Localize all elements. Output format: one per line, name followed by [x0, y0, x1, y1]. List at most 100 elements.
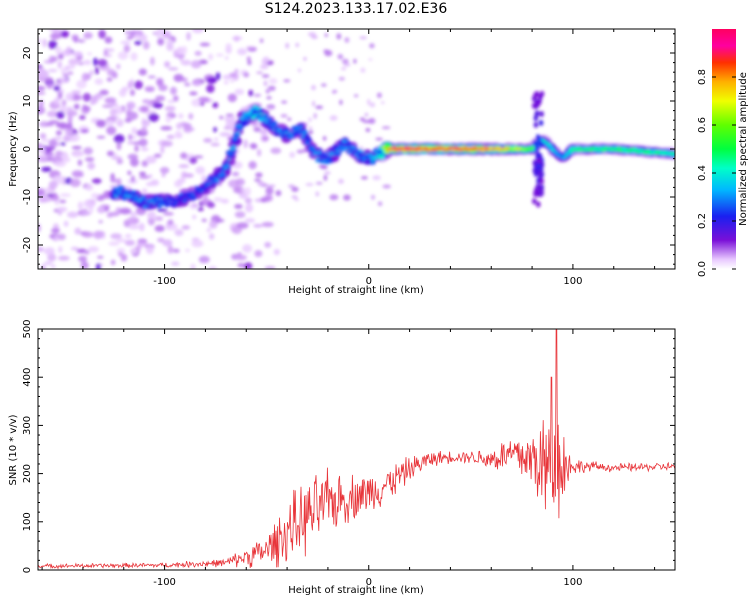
- noise-blob: [234, 211, 246, 219]
- colorbar-tick-label: 0.4: [697, 165, 708, 181]
- noise-blob: [105, 120, 114, 127]
- noise-blob: [263, 80, 268, 87]
- noise-blob: [110, 233, 122, 240]
- colorbar-tick-label: 0.8: [697, 69, 708, 85]
- noise-blob: [129, 212, 138, 216]
- noise-blob: [48, 180, 58, 189]
- ridge-blob: [291, 126, 296, 130]
- noise-blob: [147, 174, 153, 179]
- noise-blob: [177, 178, 186, 184]
- ridge-blob: [621, 149, 624, 152]
- snr-panel: -100 0 100 0 100 200 300 400 500: [22, 319, 676, 588]
- ridge-blob: [157, 205, 162, 209]
- chart-title: S124.2023.133.17.02.E36: [264, 1, 448, 17]
- noise-blob: [123, 44, 131, 53]
- x-tick-label: -100: [153, 276, 176, 287]
- noise-blob: [173, 95, 179, 102]
- snr-frame: [37, 328, 676, 571]
- ridge-blob: [338, 144, 341, 147]
- ridge-blob: [400, 147, 404, 150]
- ridge-blob: [312, 147, 316, 150]
- noise-blob: [364, 112, 369, 117]
- ridge-spike-blob: [533, 191, 538, 198]
- y-tick-label: 200: [22, 464, 33, 483]
- ridge-spike-blob: [539, 161, 545, 168]
- noise-blob: [225, 45, 232, 54]
- noise-blob: [259, 128, 268, 136]
- noise-blob: [78, 255, 88, 263]
- ridge-blob: [224, 166, 227, 170]
- noise-blob: [254, 178, 261, 182]
- noise-blob: [54, 200, 60, 205]
- ridge-blob: [579, 147, 582, 150]
- noise-blob: [199, 102, 205, 106]
- noise-blob: [126, 35, 133, 40]
- noise-blob: [339, 99, 343, 106]
- noise-blob: [269, 195, 273, 202]
- ridge-blob: [187, 191, 191, 194]
- ridge-blob: [293, 132, 298, 137]
- noise-blob: [341, 67, 347, 71]
- ridge-blob: [176, 195, 180, 198]
- ridge-blob: [233, 146, 237, 149]
- ridge-blob: [200, 189, 203, 192]
- noise-blob: [127, 141, 135, 145]
- noise-blob: [67, 211, 79, 218]
- ridge-blob: [641, 149, 644, 152]
- noise-blob: [233, 186, 245, 194]
- noise-blob: [265, 186, 274, 195]
- y-tick-label: 10: [22, 95, 33, 108]
- ridge-blob: [318, 151, 321, 154]
- snr-series-line: [38, 329, 675, 570]
- noise-blob: [311, 35, 318, 39]
- noise-blob: [60, 68, 66, 74]
- ridge-blob: [545, 142, 549, 145]
- ridge-blob: [637, 150, 641, 153]
- ridge-blob: [315, 147, 323, 154]
- ridge-blob: [204, 186, 207, 189]
- colorbar-label: Normalized spectral amplitude: [738, 72, 749, 226]
- noise-blob: [81, 231, 94, 238]
- ridge-blob: [365, 153, 369, 156]
- ridge-blob: [360, 158, 363, 161]
- noise-blob: [98, 29, 106, 39]
- noise-blob: [160, 126, 173, 131]
- ridge-blob: [628, 150, 632, 153]
- ridge-blob: [571, 148, 575, 151]
- noise-blob: [107, 211, 119, 217]
- noise-blob: [138, 138, 148, 147]
- ridge-spike-blob: [538, 170, 543, 177]
- noise-blob: [209, 233, 215, 240]
- noise-blob: [117, 51, 129, 60]
- noise-blob: [130, 89, 135, 96]
- noise-blob: [332, 89, 338, 94]
- ridge-blob: [161, 203, 165, 207]
- noise-blob: [224, 81, 229, 85]
- ridge-blob: [516, 148, 520, 151]
- ridge-spike-blob: [537, 157, 542, 164]
- noise-blob: [297, 68, 302, 73]
- ridge-blob: [264, 121, 268, 124]
- ridge-blob: [378, 155, 382, 159]
- ridge-blob: [220, 171, 224, 174]
- ridge-blob: [119, 188, 123, 191]
- noise-blob: [57, 53, 64, 60]
- ridge-blob: [345, 147, 349, 150]
- noise-blob: [233, 35, 240, 42]
- noise-blob: [65, 92, 74, 102]
- noise-blob: [253, 93, 262, 97]
- noise-blob: [61, 99, 67, 107]
- noise-blob: [242, 244, 253, 253]
- ridge-blob: [192, 195, 197, 200]
- noise-blob: [247, 60, 252, 66]
- noise-blob: [253, 224, 263, 228]
- noise-blob: [74, 227, 82, 235]
- noise-blob: [256, 71, 263, 74]
- noise-blob: [140, 147, 149, 152]
- ridge-blob: [139, 198, 143, 201]
- ridge-blob: [160, 198, 163, 201]
- ridge-blob: [121, 194, 124, 197]
- noise-blob: [344, 37, 350, 43]
- ridge-spike-blob: [533, 92, 538, 98]
- snr-ticks: -100 0 100 0 100 200 300 400 500: [22, 319, 675, 588]
